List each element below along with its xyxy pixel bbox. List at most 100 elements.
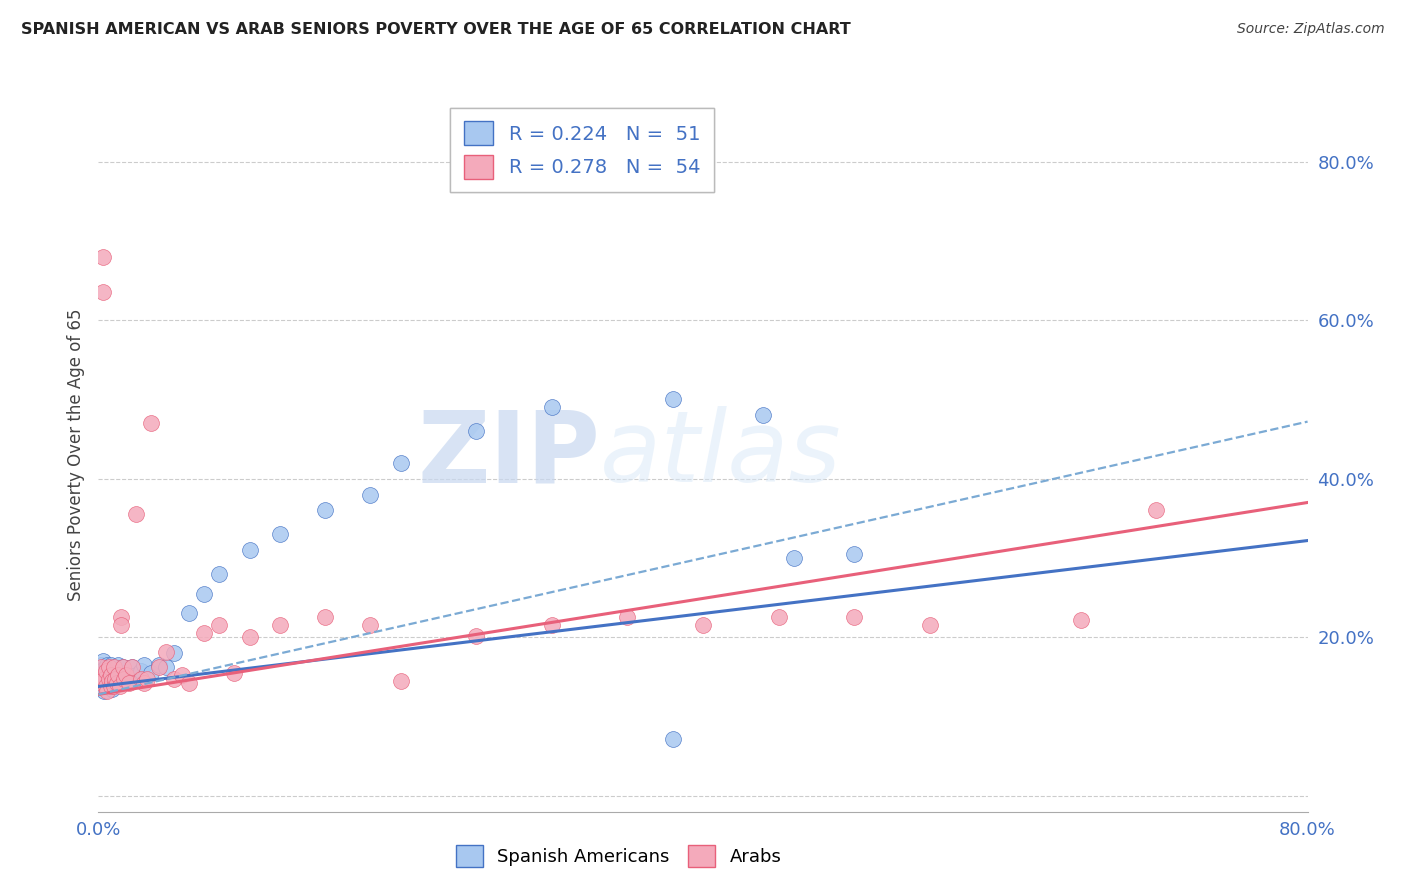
Point [96, 684, 118, 698]
Point [163, 672, 186, 686]
Point [768, 610, 790, 624]
Point [90, 660, 112, 674]
Point [465, 424, 488, 438]
Point [110, 610, 132, 624]
Point [148, 658, 170, 673]
Point [94, 664, 117, 678]
Point [111, 660, 134, 674]
Point [107, 676, 129, 690]
Point [844, 610, 866, 624]
Point [96, 680, 118, 694]
Point [208, 566, 231, 581]
Point [103, 680, 125, 694]
Point [93, 684, 115, 698]
Point [1144, 503, 1167, 517]
Point [125, 668, 148, 682]
Point [239, 630, 262, 644]
Point [89, 670, 111, 684]
Point [360, 618, 382, 632]
Point [101, 665, 124, 680]
Text: Source: ZipAtlas.com: Source: ZipAtlas.com [1237, 22, 1385, 37]
Point [661, 731, 683, 746]
Point [141, 665, 163, 680]
Point [100, 676, 122, 690]
Point [89, 665, 111, 680]
Point [177, 676, 201, 690]
Point [141, 416, 163, 430]
Point [239, 543, 262, 558]
Point [155, 644, 177, 658]
Point [101, 681, 124, 696]
Point [692, 618, 714, 632]
Legend: Spanish Americans, Arabs: Spanish Americans, Arabs [449, 838, 789, 874]
Point [224, 665, 246, 680]
Point [93, 672, 115, 686]
Point [112, 672, 135, 686]
Point [94, 676, 117, 690]
Point [100, 668, 122, 682]
Point [616, 610, 638, 624]
Point [94, 680, 117, 694]
Point [661, 392, 683, 407]
Point [118, 676, 141, 690]
Point [91, 654, 114, 668]
Point [101, 673, 124, 688]
Text: ZIP: ZIP [418, 407, 600, 503]
Point [540, 618, 562, 632]
Point [360, 487, 382, 501]
Point [98, 664, 121, 678]
Point [114, 668, 136, 682]
Point [94, 665, 117, 680]
Point [132, 676, 155, 690]
Point [148, 660, 170, 674]
Point [96, 658, 118, 673]
Point [752, 409, 775, 423]
Point [105, 676, 128, 690]
Point [91, 678, 114, 692]
Point [90, 676, 112, 690]
Point [103, 662, 125, 676]
Point [155, 660, 177, 674]
Point [100, 680, 122, 694]
Point [389, 456, 412, 470]
Point [269, 618, 291, 632]
Point [121, 660, 143, 674]
Legend: R = 0.224   N =  51, R = 0.278   N =  54: R = 0.224 N = 51, R = 0.278 N = 54 [450, 108, 714, 193]
Point [104, 672, 127, 686]
Point [121, 660, 143, 674]
Point [135, 672, 157, 686]
Point [90, 658, 112, 673]
Point [208, 618, 231, 632]
Point [107, 668, 129, 682]
Point [540, 401, 562, 415]
Point [782, 551, 804, 566]
Point [100, 658, 122, 673]
Point [114, 672, 136, 686]
Point [314, 610, 336, 624]
Point [1070, 613, 1092, 627]
Point [111, 660, 134, 674]
Point [125, 508, 148, 522]
Point [98, 660, 121, 674]
Point [465, 629, 488, 643]
Text: SPANISH AMERICAN VS ARAB SENIORS POVERTY OVER THE AGE OF 65 CORRELATION CHART: SPANISH AMERICAN VS ARAB SENIORS POVERTY… [21, 22, 851, 37]
Point [103, 660, 125, 674]
Point [844, 547, 866, 561]
Point [118, 673, 141, 688]
Point [170, 668, 193, 682]
Point [110, 665, 132, 680]
Point [107, 658, 129, 673]
Point [91, 250, 114, 264]
Point [98, 673, 121, 688]
Point [108, 672, 131, 686]
Point [105, 668, 128, 682]
Point [177, 607, 201, 621]
Point [103, 678, 125, 692]
Point [110, 618, 132, 632]
Point [314, 503, 336, 517]
Point [918, 618, 941, 632]
Point [129, 672, 152, 686]
Point [104, 672, 127, 686]
Y-axis label: Seniors Poverty Over the Age of 65: Seniors Poverty Over the Age of 65 [66, 309, 84, 601]
Point [132, 658, 155, 673]
